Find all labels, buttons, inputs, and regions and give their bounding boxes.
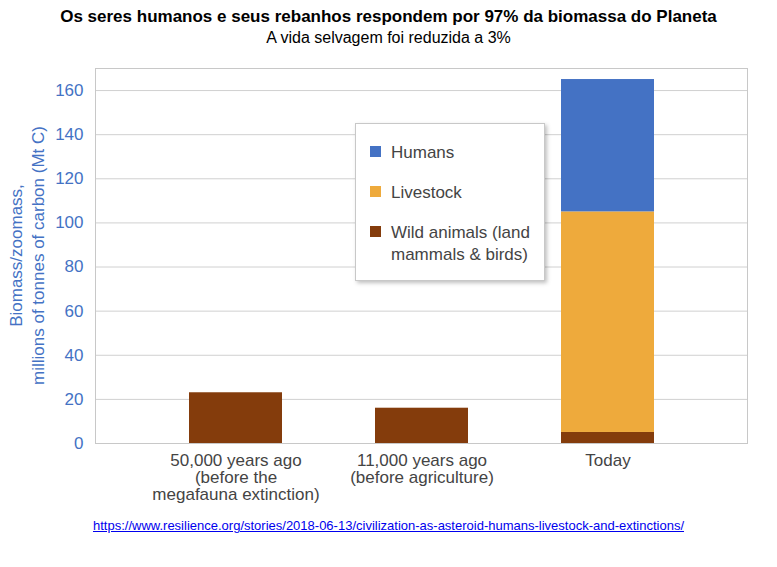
html-text:Humans: Humans (391, 143, 455, 162)
html-text:Livestock: Livestock (391, 183, 462, 202)
html-text:Wild animals (land mammals & b: Wild animals (land mammals & birds) (391, 223, 530, 264)
svg-text:60: 60 (65, 302, 84, 321)
svg-text:80: 80 (65, 257, 84, 276)
svg-text:160: 160 (55, 81, 83, 100)
html-text:https://www.resilience.org/sto: https://www.resilience.org/stories/2018-… (93, 518, 684, 533)
svg-text:120: 120 (55, 169, 83, 188)
html-text:A vida selvagem foi reduzida a: A vida selvagem foi reduzida a 3% (266, 29, 511, 46)
svg-text:20: 20 (65, 390, 84, 409)
html-text:Os seres humanos e seus rebanh: Os seres humanos e seus rebanhos respond… (60, 7, 717, 26)
svg-text:Today: Today (585, 451, 631, 470)
svg-text:100: 100 (55, 213, 83, 232)
svg-text:Biomass/zoomass,millions of to: Biomass/zoomass,millions of tonnes of ca… (7, 126, 48, 385)
svg-text:40: 40 (65, 346, 84, 365)
svg-text:140: 140 (55, 125, 83, 144)
svg-text:50,000 years ago(before themeg: 50,000 years ago(before themegafauna ext… (152, 451, 319, 504)
svg-text:11,000 years ago(before agricu: 11,000 years ago(before agriculture) (350, 451, 494, 487)
svg-text:0: 0 (74, 434, 83, 453)
